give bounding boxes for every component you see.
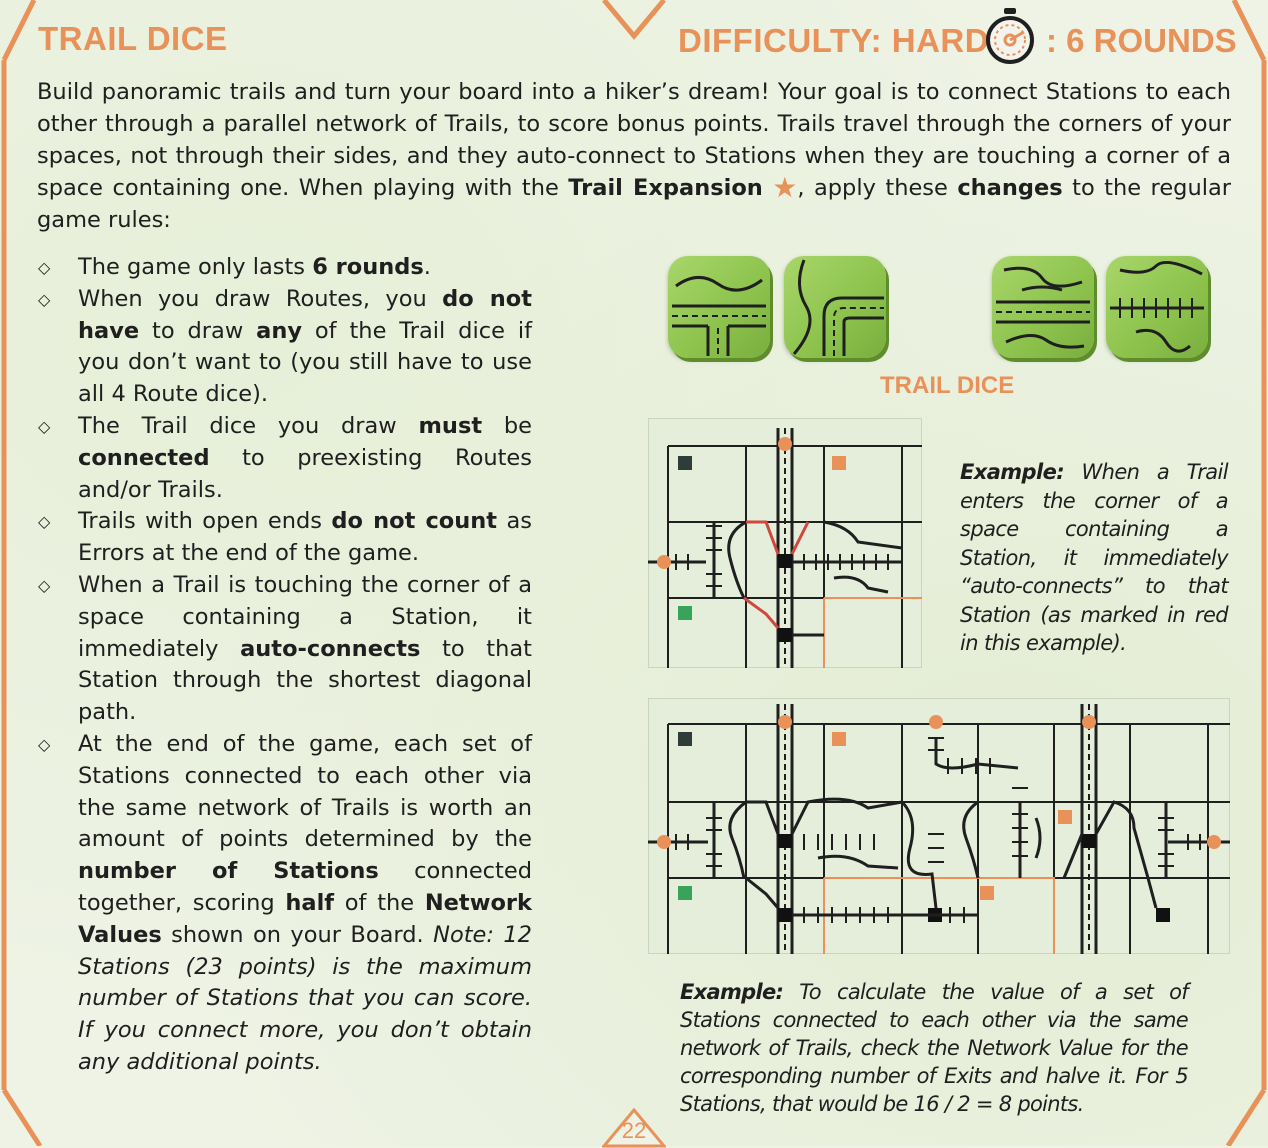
rule-item: The Trail dice you draw must be connecte… bbox=[38, 411, 532, 506]
trail-die-face bbox=[1110, 260, 1204, 353]
trail-die-face bbox=[672, 276, 766, 356]
trail-die bbox=[1106, 256, 1208, 358]
stopwatch-icon bbox=[986, 8, 1034, 64]
trail-die-face bbox=[996, 266, 1090, 349]
example-2-label: Example: bbox=[680, 980, 784, 1004]
page-number-badge: 22 bbox=[602, 1108, 666, 1148]
trail-die bbox=[668, 256, 770, 358]
rules-list: The game only lasts 6 rounds. When you d… bbox=[38, 252, 532, 1079]
page-title: TRAIL DICE bbox=[38, 20, 228, 57]
trail-dice-row bbox=[668, 256, 1208, 364]
rule-item: The game only lasts 6 rounds. bbox=[38, 252, 532, 284]
example-1-label: Example: bbox=[960, 460, 1065, 484]
page-number: 22 bbox=[621, 1118, 647, 1143]
example-2-body: To calculate the value of a set of Stati… bbox=[680, 980, 1189, 1116]
trail-die bbox=[992, 256, 1094, 358]
intro-text: Build panoramic trails and turn your boa… bbox=[37, 79, 1231, 201]
difficulty-label: DIFFICULTY: HARD bbox=[678, 22, 990, 59]
rule-item: When you draw Routes, you do not have to… bbox=[38, 284, 532, 411]
example-board-1 bbox=[648, 418, 922, 668]
intro-bold-expansion: Trail Expansion bbox=[568, 175, 763, 201]
rule-item: Trails with open ends do not count as Er… bbox=[38, 506, 532, 570]
example-1-text: Example: When a Trail enters the corner … bbox=[960, 458, 1229, 658]
rounds-label: : 6 ROUNDS bbox=[1046, 22, 1237, 59]
trail-die-face bbox=[792, 259, 884, 356]
dice-caption: TRAIL DICE bbox=[880, 372, 1015, 399]
intro-text: to the regular game rules: bbox=[37, 175, 1231, 233]
rule-item: At the end of the game, each set of Stat… bbox=[38, 729, 532, 1079]
intro-text: , apply these bbox=[797, 175, 958, 201]
rule-item: When a Trail is touching the corner of a… bbox=[38, 570, 532, 729]
example-2-text: Example: To calculate the value of a set… bbox=[680, 978, 1189, 1118]
intro-bold-changes: changes bbox=[957, 175, 1063, 201]
trail-die bbox=[784, 256, 886, 358]
star-icon: ★ bbox=[772, 171, 798, 204]
example-1-body: When a Trail enters the corner of a spac… bbox=[960, 460, 1229, 655]
intro-paragraph: Build panoramic trails and turn your boa… bbox=[37, 76, 1231, 236]
example-board-2 bbox=[648, 698, 1230, 954]
